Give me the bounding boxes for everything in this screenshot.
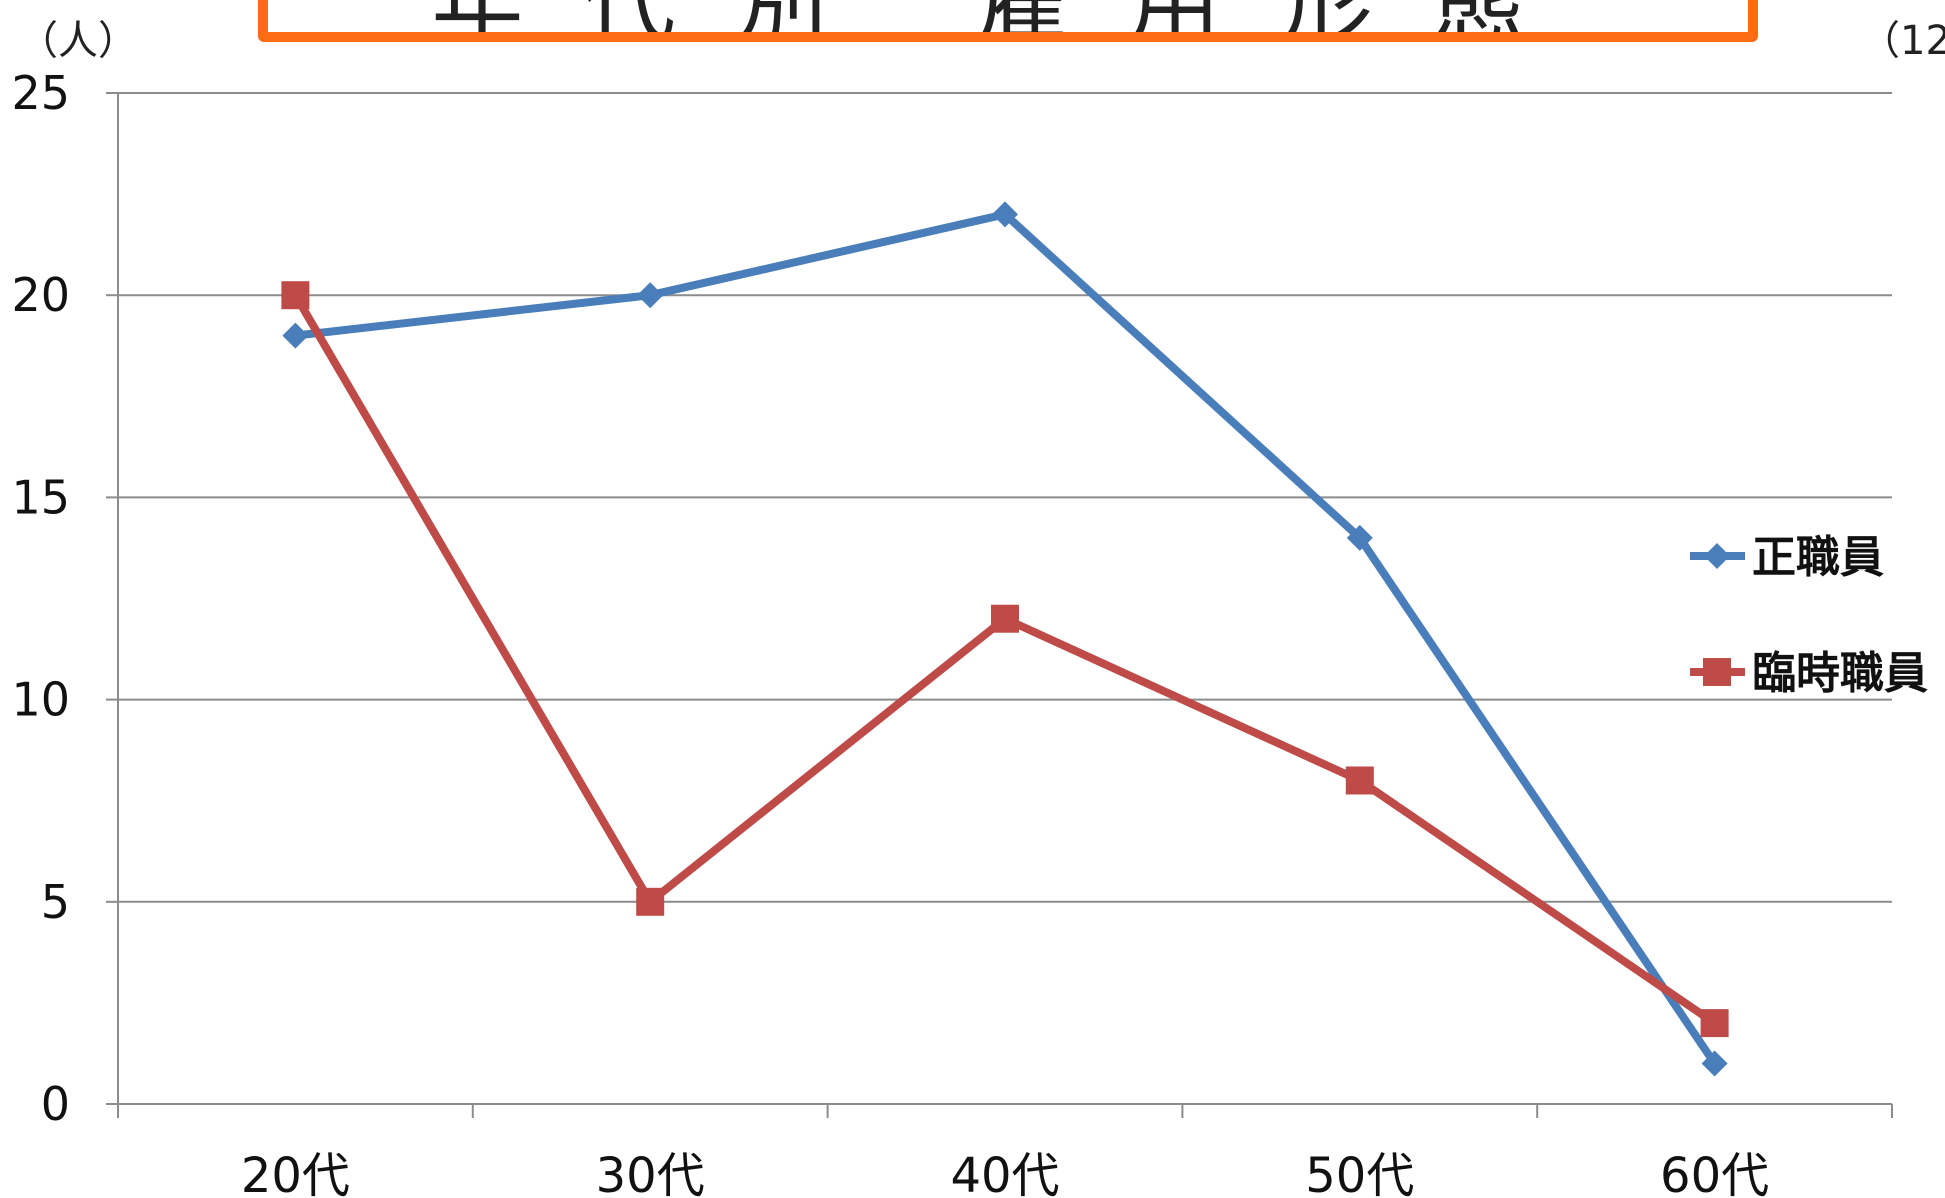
y-tick-label: 20 — [11, 268, 70, 322]
x-axis-ticks: 20代 30代 40代 50代 60代 — [117, 1104, 1893, 1198]
series-2 — [281, 281, 1729, 1038]
y-tick-label: 5 — [41, 875, 70, 929]
gridlines — [118, 92, 1892, 1105]
series-1 — [282, 201, 1728, 1077]
axes — [117, 93, 1892, 1118]
data-point — [281, 281, 310, 310]
y-axis-ticks: 0 5 10 15 20 25 — [11, 66, 118, 1131]
x-tick-label: 60代 — [1660, 1148, 1769, 1198]
legend-marker — [1704, 543, 1730, 569]
legend-label: 正職員 — [1752, 532, 1884, 583]
data-point — [991, 604, 1019, 633]
y-tick-label: 25 — [11, 66, 70, 120]
y-tick-label: 0 — [41, 1077, 70, 1131]
data-point — [1345, 766, 1374, 795]
series-group — [281, 201, 1729, 1077]
legend-item-2: 臨時職員 — [1690, 648, 1928, 699]
x-tick-label: 50代 — [1305, 1148, 1414, 1198]
data-point — [1346, 524, 1373, 551]
y-tick-label: 15 — [11, 470, 70, 524]
data-point — [282, 322, 309, 349]
data-point — [1701, 1050, 1728, 1077]
chart-title: 年代別 雇用形態 — [268, 0, 1748, 32]
x-tick-label: 20代 — [241, 1148, 350, 1198]
data-point — [636, 887, 665, 916]
chart-title-box: 年代別 雇用形態 — [258, 0, 1758, 42]
legend-marker — [1703, 658, 1731, 686]
right-unit-label: （12 — [1860, 18, 1945, 64]
legend-label: 臨時職員 — [1752, 648, 1928, 699]
y-axis-unit-label: （人） — [18, 18, 138, 64]
data-point — [992, 201, 1018, 228]
series-line — [291, 293, 1717, 1027]
series-line — [294, 210, 1718, 1066]
data-point — [1700, 1009, 1729, 1038]
y-tick-label: 10 — [11, 673, 70, 727]
x-tick-label: 30代 — [596, 1148, 705, 1198]
legend-item-1: 正職員 — [1690, 532, 1884, 583]
x-tick-label: 40代 — [950, 1148, 1059, 1198]
data-point — [637, 282, 664, 309]
